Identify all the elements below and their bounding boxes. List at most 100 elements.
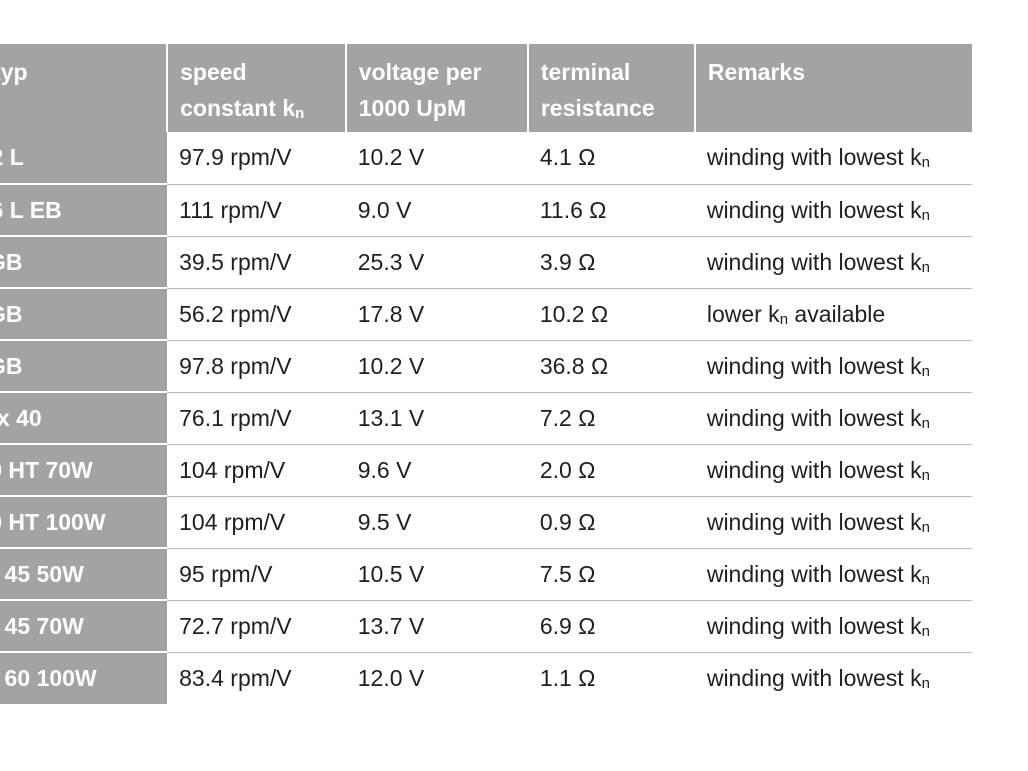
cell-motor-type: X 32 L	[0, 132, 168, 185]
cell-terminal-resistance: 1.1 Ω	[539, 664, 596, 691]
remark-text: winding with lowest k	[706, 144, 922, 171]
remark-text: winding with lowest k	[706, 612, 922, 639]
cell-remarks: winding with lowest kn	[695, 652, 972, 704]
remark-subscript: n	[921, 414, 930, 432]
cell-remarks: winding with lowest kn	[694, 548, 972, 601]
cell-speed-constant: 97.8 rpm/V	[167, 340, 346, 393]
table-header: tor typ speed constant kn voltage per 10…	[0, 44, 972, 132]
cell-motor-type: 40 GB	[0, 288, 168, 341]
remark-text: lower k	[706, 300, 780, 327]
header-speed-line1: speed	[180, 59, 247, 85]
cell-voltage: 12.0 V	[357, 664, 425, 691]
header-resistance-line2: resistance	[540, 95, 655, 121]
header-voltage: voltage per 1000 UpM	[345, 44, 529, 132]
remark-subscript: n	[921, 206, 930, 224]
remark-text: winding with lowest k	[706, 404, 922, 431]
header-remarks-label: Remarks	[707, 59, 806, 85]
cell-speed-constant: 76.1 rpm/V	[167, 392, 346, 445]
cell-motor-type: 25 GB	[0, 340, 168, 393]
remark-suffix: available	[788, 300, 886, 327]
remark-text: winding with lowest k	[706, 352, 922, 379]
cell-motor-type: -flat 60 100W	[0, 652, 168, 704]
remark-subscript: n	[921, 362, 930, 380]
header-speed-subscript: n	[295, 105, 305, 122]
cell-speed-constant: 97.9 rpm/V	[167, 132, 346, 185]
cell-terminal-resistance: 7.5 Ω	[527, 548, 695, 601]
header-row: tor typ speed constant kn voltage per 10…	[0, 44, 972, 132]
header-motor-type-label: tor typ	[0, 59, 28, 85]
header-speed-line2-text: constant k	[180, 95, 296, 121]
cell-motor-type: 50 GB	[0, 236, 168, 289]
cell-remarks: winding with lowest kn	[694, 600, 972, 653]
cell-voltage: 17.8 V	[345, 288, 528, 341]
cell-terminal-resistance: 36.8 Ω	[527, 340, 695, 393]
cell-speed-constant: 111 rpm/V	[167, 184, 346, 237]
cell-speed-constant: 104 rpm/V	[167, 444, 346, 497]
cell-remarks: winding with lowest kn	[694, 132, 972, 185]
remark-text: winding with lowest k	[706, 664, 922, 691]
header-speed-constant: speed constant kn	[167, 44, 347, 132]
remark-subscript: n	[921, 154, 930, 172]
remark-subscript: n	[921, 518, 930, 536]
remark-subscript: n	[921, 622, 930, 640]
header-resistance-line1: terminal	[540, 59, 631, 85]
remark-text: winding with lowest k	[706, 196, 922, 223]
remark-subscript: n	[921, 466, 930, 484]
remark-subscript: n	[779, 310, 789, 328]
cell-speed-constant: 95 rpm/V	[167, 548, 346, 601]
cell-motor-type: -i 40 HT 70W	[0, 444, 168, 497]
remark-text: winding with lowest k	[706, 508, 922, 535]
cell-motor-type: X 26 L EB	[0, 184, 168, 237]
remark-text: winding with lowest k	[706, 248, 922, 275]
cell-remarks: winding with lowest kn	[694, 444, 972, 497]
cell-terminal-resistance: 4.1 Ω	[527, 132, 695, 185]
cell-terminal-resistance: 2.0 Ω	[527, 444, 695, 497]
table-row: 25 GB97.8 rpm/V10.2 V36.8 Ω winding with …	[0, 340, 972, 393]
cell-voltage: 25.3 V	[345, 236, 528, 289]
remark-subscript: n	[921, 674, 930, 692]
cell-remarks: winding with lowest kn	[694, 392, 972, 445]
cell-remarks: lower kn available	[694, 288, 972, 341]
cell-voltage: 10.5 V	[345, 548, 528, 601]
header-terminal-resistance: terminal resistance	[527, 44, 696, 132]
cell-motor-type: -i 40 HT 100W	[0, 496, 168, 549]
cell-speed-constant: 104 rpm/V	[167, 496, 346, 549]
cell-terminal-resistance: 6.9 Ω	[527, 600, 695, 653]
cell-speed-constant: 72.7 rpm/V	[167, 600, 346, 653]
motor-spec-table: tor typ speed constant kn voltage per 10…	[0, 44, 972, 704]
remark-subscript: n	[921, 258, 930, 276]
cell-terminal-resistance: 3.9 Ω	[527, 236, 695, 289]
cell-voltage: 13.7 V	[345, 600, 528, 653]
remark-subscript: n	[921, 570, 930, 588]
cell-terminal-resistance: 10.2 Ω	[527, 288, 695, 341]
cell-terminal-resistance: 7.2 Ω	[527, 392, 695, 445]
header-motor-type: tor typ	[0, 44, 169, 132]
header-speed-line2: constant kn	[180, 90, 344, 132]
cell-speed-constant: 83.4 rpm/V	[179, 664, 292, 691]
cell-motor-type: -flat 45 70W	[0, 600, 168, 653]
cell-remarks: winding with lowest kn	[694, 496, 972, 549]
cell-speed-constant: 56.2 rpm/V	[167, 288, 346, 341]
cell-motor-type: -max 40	[0, 392, 168, 445]
cell-voltage: 10.2 V	[345, 340, 528, 393]
table-row: -flat 60 100W 83.4 rpm/V 12.0 V 1.1 Ω windin…	[0, 652, 972, 704]
header-voltage-line2: 1000 UpM	[358, 95, 467, 121]
cell-voltage: 10.2 V	[345, 132, 528, 185]
cell-remarks: winding with lowest kn	[694, 236, 972, 289]
cell-terminal-resistance: 0.9 Ω	[527, 496, 695, 549]
remark-text: winding with lowest k	[706, 456, 922, 483]
cell-voltage: 13.1 V	[345, 392, 528, 445]
cell-voltage: 9.5 V	[345, 496, 528, 549]
cell-voltage: 9.6 V	[345, 444, 528, 497]
cell-terminal-resistance: 11.6 Ω	[527, 184, 695, 237]
